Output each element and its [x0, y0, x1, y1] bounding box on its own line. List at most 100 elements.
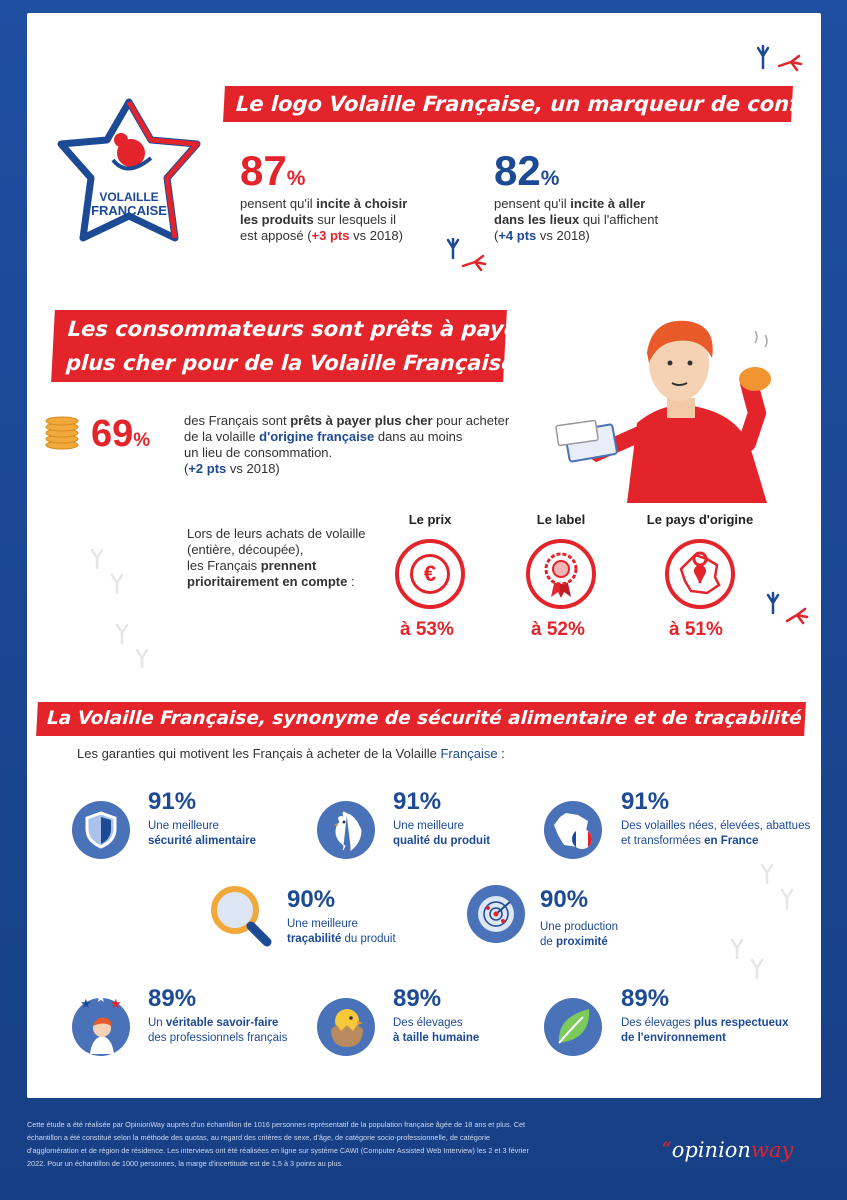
svg-text:★: ★ [95, 991, 107, 1006]
stat69-l1-bold: prêts à payer plus cher [290, 413, 433, 428]
stat69-l4-bold: +2 pts [188, 461, 227, 476]
criteria-intro-l2: (entière, découpée), [187, 542, 304, 557]
chicken-icon-circle [317, 801, 375, 859]
section3-intro-post: : [497, 746, 505, 761]
france-map-pin-icon [679, 551, 721, 595]
item5-text: Une production de proximité [540, 920, 618, 950]
logo-text: VOLAILLE FRANÇAISE [79, 190, 179, 218]
stat2-l1-bold: incite à aller [570, 196, 646, 211]
stat1-l3: est apposé ( [240, 228, 312, 243]
chicken-icon [334, 811, 362, 852]
criteria-intro: Lors de leurs achats de volaille (entièr… [187, 526, 377, 590]
opinionway-opinion: opinion [671, 1138, 751, 1162]
item6-l1-pre: Un [148, 1017, 166, 1029]
stat2-pct: % [540, 167, 560, 190]
euro-icon: € [410, 554, 450, 594]
item1-l2-bold: sécurité alimentaire [148, 835, 257, 847]
item8-text: Des élevages plus respectueux de l'envir… [621, 1016, 788, 1046]
opinionway-way: way [750, 1138, 794, 1162]
chick-in-egg-icon [331, 1009, 363, 1047]
stat1-l2-bold: les produits [240, 212, 314, 227]
leaf-icon [558, 1009, 590, 1044]
stat2-l3: ( [494, 228, 499, 243]
item5-value: 90% [540, 886, 589, 913]
shield-icon [85, 811, 117, 849]
bird-footprint-icon [446, 238, 487, 272]
criteria-intro-l1: Lors de leurs achats de volaille [187, 526, 366, 541]
section1-banner: Le logo Volaille Française, un marqueur … [223, 86, 821, 122]
section3-intro: Les garanties qui motivent les Français … [77, 746, 677, 762]
criteria-intro-l4-bold: prioritairement en compte [187, 574, 348, 589]
svg-text:★: ★ [80, 997, 92, 1012]
stat69-value: 69 [91, 413, 134, 455]
stat69-pct: % [133, 430, 151, 451]
item3-l2-pre: et transformées [621, 835, 705, 847]
section2-title-line2: plus cher pour de la Volaille Française [65, 351, 517, 375]
item4-l1: Une meilleure [287, 918, 358, 930]
infographic-card: VOLAILLE FRANÇAISE Le logo Volaille Fran… [27, 13, 821, 1098]
item4-value: 90% [287, 886, 336, 913]
rosette-icon [544, 552, 578, 598]
item7-text: Des élevages à taille humaine [393, 1016, 479, 1046]
criterion-label-label: Le label [536, 512, 586, 527]
logo-line2: FRANÇAISE [91, 203, 167, 218]
item2-text: Une meilleure qualité du produit [393, 819, 490, 849]
item5-l2-pre: de [540, 936, 556, 948]
item6-l1-bold: véritable savoir-faire [165, 1017, 279, 1029]
stat-82: 82% pensent qu'il incite à aller dans le… [494, 150, 714, 244]
criteria-intro-l4-post: : [347, 574, 355, 589]
stat-69: 69% [91, 415, 150, 453]
stat69-l3: un lieu de consommation. [184, 445, 333, 460]
opinionway-logo: “opinionway [661, 1138, 793, 1162]
magnifier-icon [211, 886, 272, 947]
bird-footprint-icon [757, 44, 803, 72]
stat1-l1-bold: incite à choisir [316, 196, 408, 211]
item3-l1: Des volailles nées, élevées, abattues [621, 820, 811, 832]
stat69-l2-post: dans au moins [374, 429, 463, 444]
section2-banner: Les consommateurs sont prêts à payer plu… [51, 310, 529, 382]
stat69-l1-pre: des Français sont [184, 413, 291, 428]
stat69-l2-bold: d'origine française [259, 429, 375, 444]
item4-text: Une meilleure traçabilité du produit [287, 917, 396, 947]
item8-value: 89% [621, 985, 670, 1012]
criterion-label-pays: Le pays d'origine [646, 512, 754, 527]
item8-l2-bold: de l'environnement [621, 1032, 726, 1044]
item6-value: 89% [148, 985, 197, 1012]
footer-l2: échantillon a été constitué selon la mét… [27, 1133, 491, 1142]
radar-target-icon [478, 896, 514, 932]
stat2-l2-bold: dans les lieux [494, 212, 580, 227]
footer-l1: Cette étude a été réalisée par OpinionWa… [27, 1120, 526, 1129]
bird-footprint-icon [730, 863, 794, 980]
stat1-l2-post: sur lesquels il [313, 212, 397, 227]
item3-value: 91% [621, 788, 670, 815]
item7-value: 89% [393, 985, 442, 1012]
stat69-l4: ( [184, 461, 189, 476]
label-ring [526, 539, 596, 609]
price-ring [395, 539, 465, 609]
coins-icon [45, 416, 79, 450]
stat1-pct: % [286, 167, 306, 190]
stat69-l4-post: vs 2018) [226, 461, 280, 476]
criteria-intro-l3-bold: prennent [260, 558, 317, 573]
stat-87: 87% pensent qu'il incite à choisir les p… [240, 150, 440, 244]
item1-value: 91% [148, 788, 197, 815]
item4-l2-post: du produit [341, 933, 396, 945]
item8-l1-bold: plus respectueux [693, 1017, 789, 1029]
item2-l2-bold: qualité du produit [393, 835, 491, 847]
item7-l2-bold: à taille humaine [393, 1032, 480, 1044]
stat2-value: 82 [494, 147, 541, 194]
stat69-l1-post: pour acheter [432, 413, 510, 428]
item2-value: 91% [393, 788, 442, 815]
country-ring [665, 539, 735, 609]
item5-l2-bold: proximité [556, 936, 608, 948]
stat2-l2-post: qui l'affichent [579, 212, 659, 227]
criteria-intro-l3-pre: les Français [187, 558, 261, 573]
footer-l3: d'agglomération et de région de résidenc… [27, 1146, 529, 1155]
man-with-card-illustration [555, 320, 771, 503]
france-flag-map-icon [554, 813, 592, 849]
item1-text: Une meilleure sécurité alimentaire [148, 819, 256, 849]
stat2-l3-post: vs 2018) [536, 228, 590, 243]
item2-l1: Une meilleure [393, 820, 464, 832]
methodology-footer: Cette étude a été réalisée par OpinionWa… [27, 1118, 627, 1170]
